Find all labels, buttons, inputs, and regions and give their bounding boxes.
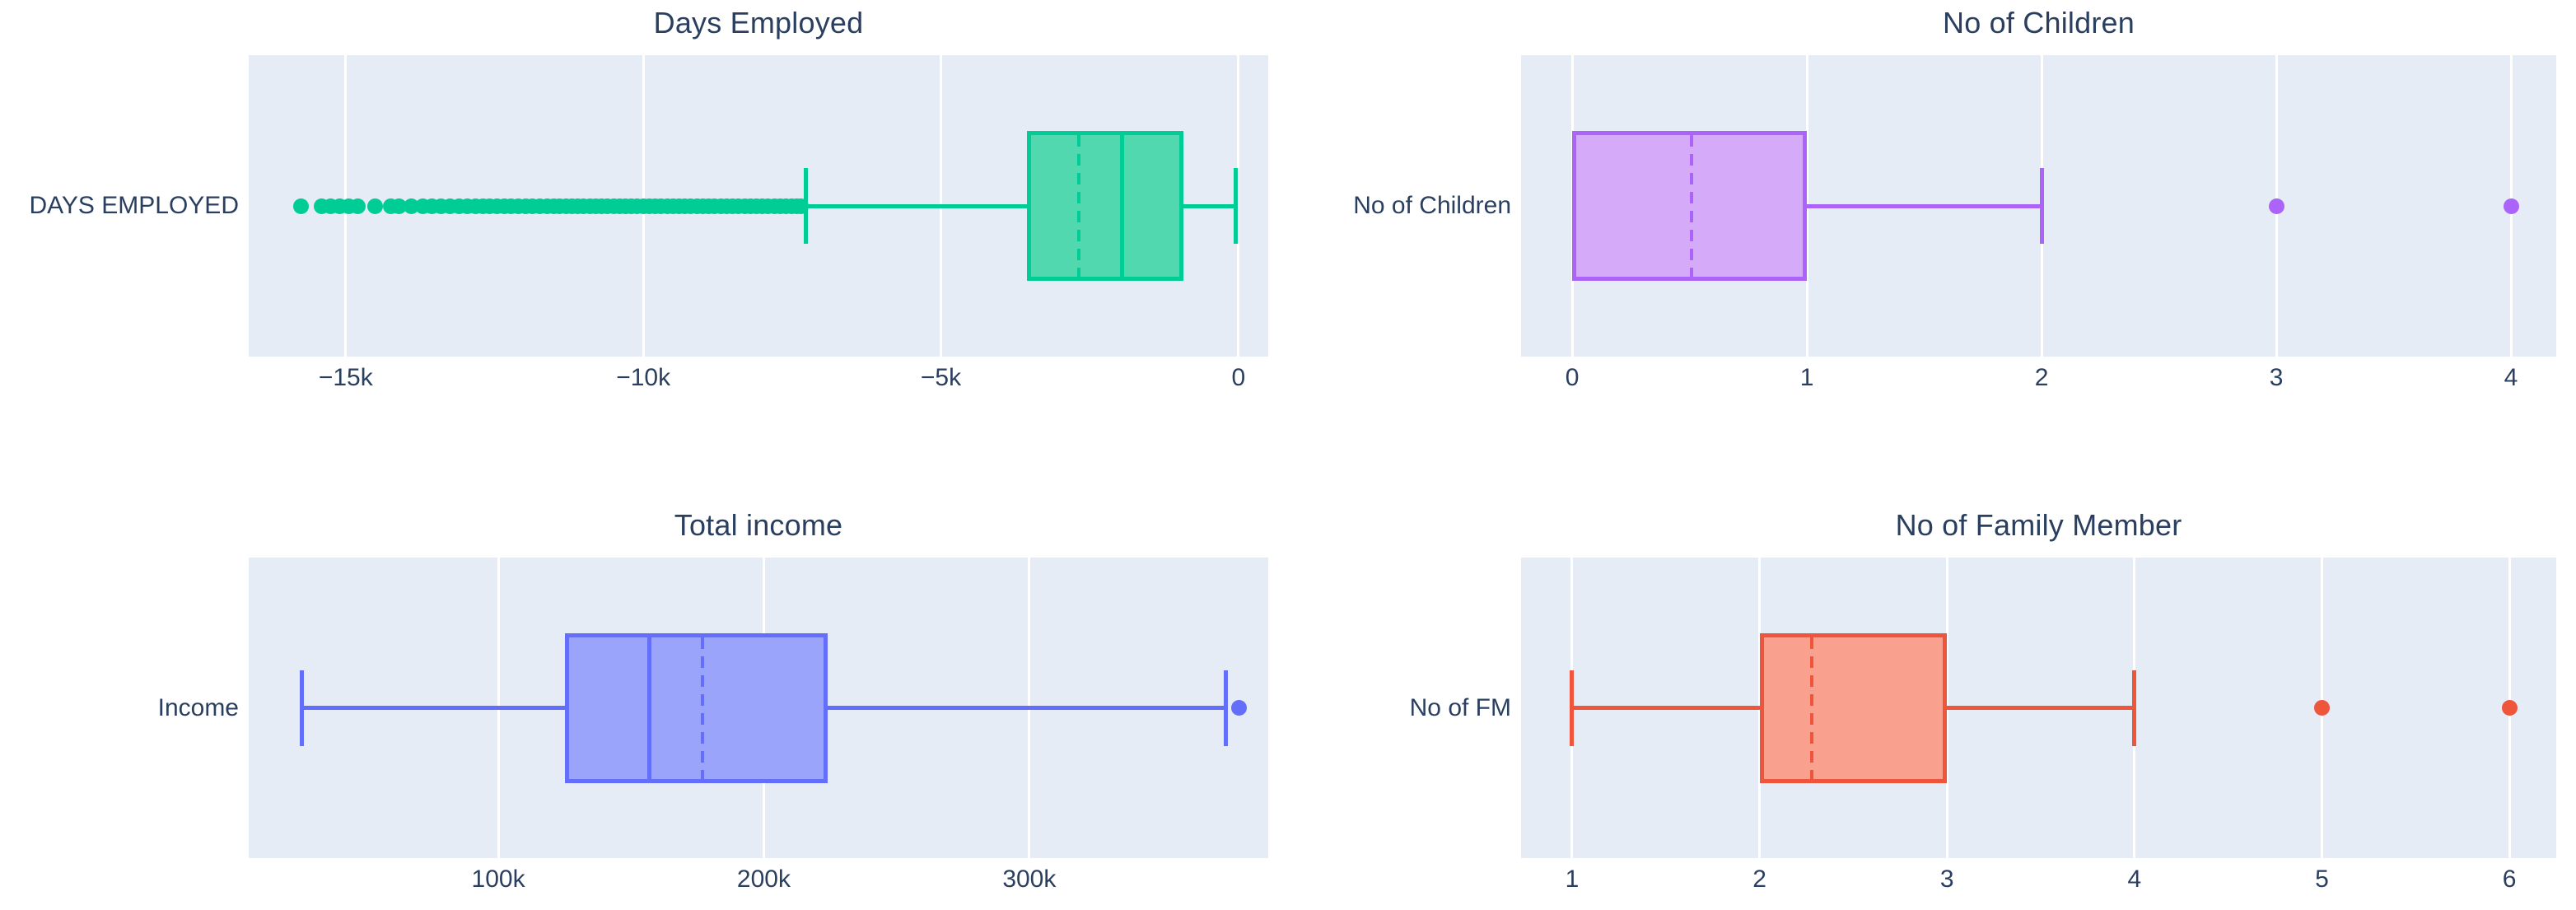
outlier-point: [391, 198, 408, 214]
whisker-cap-high: [1223, 670, 1228, 746]
chart-title: No of Children: [1943, 6, 2135, 40]
outlier-point: [403, 198, 419, 214]
mean-line: [1810, 637, 1814, 779]
mean-line: [1077, 135, 1081, 277]
x-tick-label: 3: [2269, 364, 2284, 391]
y-axis-label: DAYS EMPLOYED: [29, 192, 239, 219]
box: [1759, 632, 1948, 783]
whisker-line-high: [1807, 203, 2042, 208]
x-tick-label: 200k: [736, 866, 791, 893]
x-tick-label: −5k: [920, 364, 962, 391]
whisker-line-low: [301, 706, 565, 710]
whisker-cap-low: [299, 670, 304, 746]
chart-title: No of Family Member: [1895, 508, 2182, 542]
chart-title: Days Employed: [653, 6, 864, 40]
x-tick-label: −15k: [318, 364, 373, 391]
x-tick-label: 4: [2127, 866, 2142, 893]
whisker-cap-high: [2039, 168, 2044, 244]
outlier-point: [2503, 198, 2519, 214]
whisker-cap-low: [1570, 670, 1575, 746]
outlier-point: [2501, 700, 2518, 716]
outlier-point: [293, 198, 310, 214]
box: [564, 632, 828, 783]
x-tick-label: 5: [2315, 866, 2329, 893]
mean-line: [701, 637, 705, 779]
whisker-line-high: [1947, 706, 2135, 710]
x-tick-label: 2: [1752, 866, 1766, 893]
x-tick-label: 0: [1231, 364, 1246, 391]
gridline: [1237, 55, 1240, 357]
plot-area[interactable]: [249, 558, 1268, 858]
median-line: [1119, 131, 1124, 281]
y-axis-label: No of Children: [1353, 192, 1511, 219]
chart-title: Total income: [674, 508, 843, 542]
whisker-cap-high: [1233, 168, 1238, 244]
outlier-point: [2268, 198, 2284, 214]
mean-line: [1690, 135, 1694, 277]
x-tick-label: 4: [2504, 364, 2518, 391]
x-tick-label: 1: [1799, 364, 1814, 391]
outlier-point: [2313, 700, 2330, 716]
plot-area[interactable]: [1521, 558, 2556, 858]
x-tick-label: 3: [1939, 866, 1954, 893]
x-tick-label: −10k: [616, 364, 671, 391]
y-axis-label: No of FM: [1409, 693, 1511, 721]
outlier-point: [793, 198, 810, 214]
plot-area[interactable]: [1521, 55, 2556, 357]
outlier-point: [367, 198, 384, 214]
box: [1572, 131, 1808, 281]
x-tick-label: 6: [2502, 866, 2517, 893]
box: [1027, 131, 1184, 281]
x-tick-label: 300k: [1002, 866, 1057, 893]
whisker-line-low: [1571, 706, 1760, 710]
x-tick-label: 100k: [471, 866, 525, 893]
whisker-line-high: [827, 706, 1226, 710]
x-tick-label: 0: [1565, 364, 1580, 391]
whisker-line-low: [805, 203, 1028, 208]
outlier-point: [1231, 700, 1248, 716]
median-line: [647, 632, 652, 783]
whisker-line-high: [1183, 203, 1236, 208]
plot-area[interactable]: [249, 55, 1268, 357]
x-tick-label: 2: [2034, 364, 2049, 391]
outlier-point: [349, 198, 366, 214]
whisker-cap-high: [2132, 670, 2137, 746]
x-tick-label: 1: [1565, 866, 1580, 893]
y-axis-label: Income: [157, 693, 239, 721]
